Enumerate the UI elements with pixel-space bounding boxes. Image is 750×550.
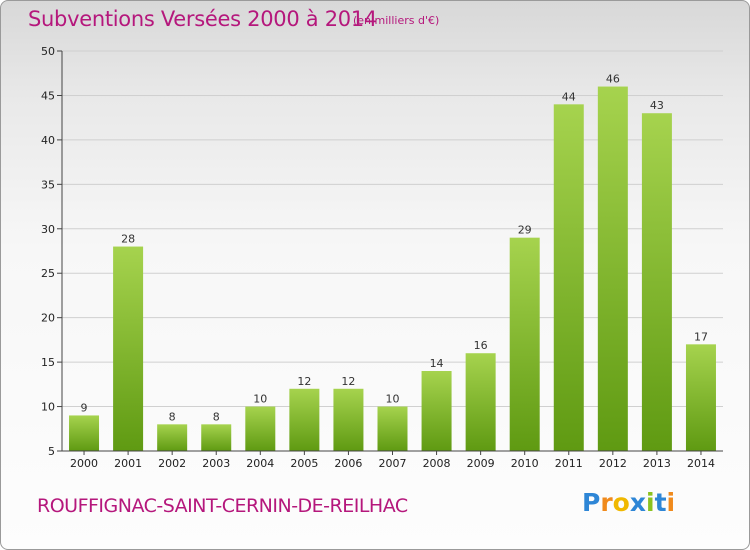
data-label: 14 [430, 357, 444, 370]
x-tick-label: 2008 [423, 457, 451, 470]
bar [597, 86, 628, 452]
bar [685, 344, 716, 451]
logo-letter: r [600, 488, 613, 517]
axes [57, 50, 723, 455]
data-label: 12 [341, 375, 355, 388]
x-tick-label: 2014 [687, 457, 715, 470]
commune-name: ROUFFIGNAC-SAINT-CERNIN-DE-REILHAC [37, 495, 408, 517]
bar [157, 424, 188, 451]
y-tick-label: 15 [41, 356, 55, 369]
data-label: 44 [562, 90, 576, 103]
x-tick-label: 2013 [643, 457, 671, 470]
x-tick-label: 2000 [70, 457, 98, 470]
bars [69, 86, 716, 452]
bar [377, 406, 408, 451]
data-label: 16 [474, 339, 488, 352]
x-tick-label: 2006 [334, 457, 362, 470]
y-tick-label: 5 [48, 445, 55, 458]
x-tick-label: 2009 [467, 457, 495, 470]
data-label: 10 [253, 393, 267, 406]
logo-letter: o [612, 488, 630, 517]
x-tick-label: 2012 [599, 457, 627, 470]
data-label: 17 [694, 330, 708, 343]
data-label: 29 [518, 224, 532, 237]
y-tick-label: 35 [41, 178, 55, 191]
logo-letter: i [646, 488, 655, 517]
y-tick-label: 25 [41, 267, 55, 280]
y-tick-label: 40 [41, 134, 55, 147]
data-label: 28 [121, 233, 135, 246]
bar [113, 246, 144, 451]
bar [509, 237, 540, 451]
bar [289, 388, 320, 451]
data-label: 46 [606, 73, 620, 86]
chart-title: Subventions Versées 2000 à 2014 [28, 7, 377, 31]
x-tick-label: 2001 [114, 457, 142, 470]
y-tick-label: 45 [41, 89, 55, 102]
bar [421, 371, 452, 451]
data-label: 12 [297, 375, 311, 388]
y-tick-label: 50 [41, 45, 55, 58]
x-tick-label: 2005 [290, 457, 318, 470]
logo-letter: i [666, 488, 676, 517]
data-label: 8 [213, 410, 220, 423]
bar [641, 113, 672, 451]
logo-letter: P [582, 488, 601, 517]
data-label: 43 [650, 99, 664, 112]
x-tick-label: 2007 [379, 457, 407, 470]
bar [245, 406, 276, 451]
unit-note: (en milliers d'€) [353, 14, 440, 27]
x-tick-label: 2002 [158, 457, 186, 470]
x-tick-label: 2003 [202, 457, 230, 470]
y-tick-label: 30 [41, 223, 55, 236]
proxiti-logo: Proxiti [582, 488, 675, 517]
bar [553, 104, 584, 451]
y-tick-label: 20 [41, 312, 55, 325]
data-label: 9 [81, 401, 88, 414]
bar [333, 388, 364, 451]
x-tick-label: 2011 [555, 457, 583, 470]
bar [465, 353, 496, 451]
bar [69, 415, 100, 451]
logo-letter: t [654, 488, 667, 517]
x-tick-label: 2010 [511, 457, 539, 470]
labels: 5 10 15 20 25 30 35 40 45 50 2000 9 2001 28 2002 8 2003 8… [41, 45, 715, 470]
bar [201, 424, 232, 451]
data-label: 8 [169, 410, 176, 423]
y-tick-label: 10 [41, 401, 55, 414]
x-tick-label: 2004 [246, 457, 274, 470]
logo-letter: x [629, 488, 646, 517]
data-label: 10 [386, 393, 400, 406]
